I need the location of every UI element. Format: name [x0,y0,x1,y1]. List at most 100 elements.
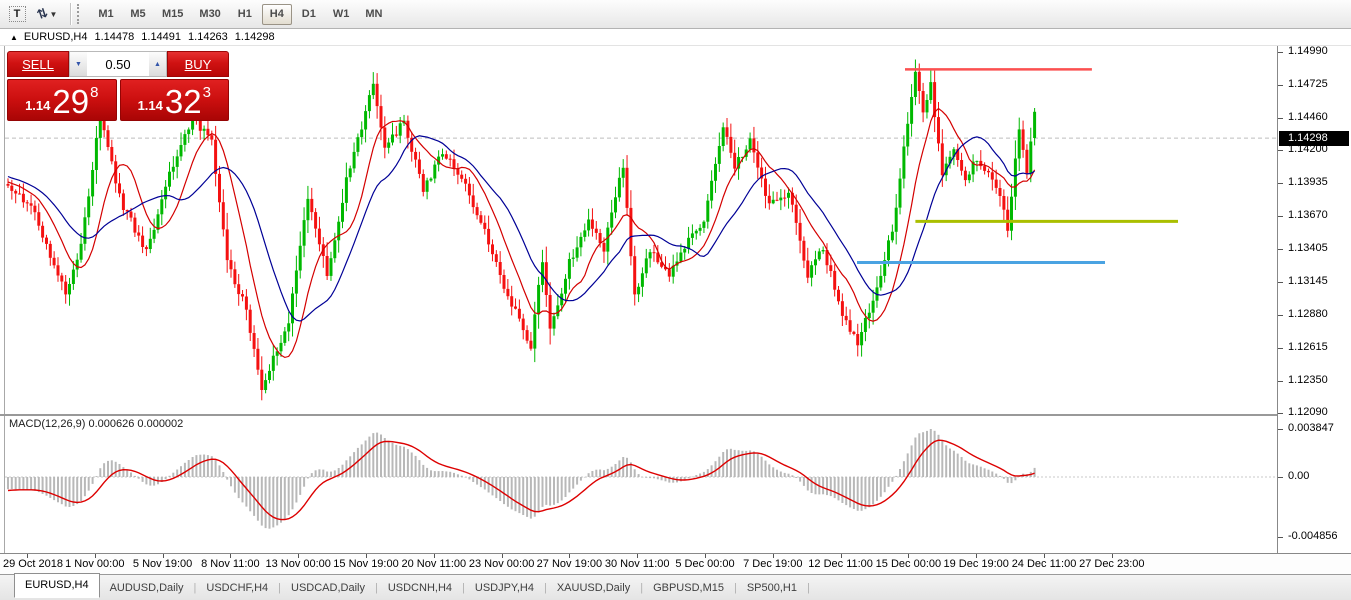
macd-indicator-label: MACD(12,26,9) 0.000626 0.000002 [9,418,184,430]
date-tick-mark [1044,554,1045,558]
pane-splitter[interactable] [0,414,1351,416]
date-tick-label: 15 Dec 00:00 [875,558,942,570]
price-tick-mark [1278,477,1283,478]
date-tick-mark [230,554,232,558]
macd-canvas[interactable]: MACD(12,26,9) 0.000626 0.000002 [5,416,1277,553]
timeframe-button-h1[interactable]: H1 [237,7,252,20]
date-tick-label: 23 Nov 00:00 [468,558,535,570]
text-label-tool-icon[interactable]: T [4,3,30,25]
date-tick-label: 8 Nov 11:00 [201,558,260,570]
price-tick-label: 1.12615 [1288,340,1328,353]
buy-price-prefix: 1.14 [137,98,163,113]
price-tick-label: 1.13935 [1288,176,1328,189]
top-toolbar: T ⇅ ▼ M1 M5 M15 M30 H1 H4 D1 W1 MN [0,0,1351,29]
price-chart-canvas[interactable] [5,46,1277,414]
chart-tab-usdjpy-h4[interactable]: USDJPY,H4 [474,581,534,594]
timeframe-button-m5[interactable]: M5 [130,7,146,20]
tab-separator: | [278,581,281,594]
date-tick-label: 13 Nov 00:00 [265,558,331,570]
arrange-arrows-icon[interactable]: ⇅ ▼ [34,4,58,23]
timeframe-button-d1[interactable]: D1 [301,7,316,20]
chart-tab-usdcnh-h4[interactable]: USDCNH,H4 [387,581,453,594]
timeframe-button-m15[interactable]: M15 [162,7,184,20]
chart-ohlc-header: ▲ EURUSD,H4 1.14478 1.14491 1.14263 1.14… [0,29,1351,46]
sell-button[interactable]: SELL [7,51,69,77]
date-tick-mark [840,554,842,558]
chart-left-border [4,46,5,574]
price-tick-label: 1.13670 [1288,209,1328,222]
chevron-down-icon: ▼ [49,9,58,19]
price-axis[interactable]: 1.14990 1.14725 1.14460 1.14200 1.13935 1.136… [1277,45,1351,553]
ohlc-open: 1.14478 [94,31,135,43]
date-tick-mark [908,554,910,558]
date-tick-mark [501,554,503,558]
date-tick-mark [637,554,639,558]
date-tick-mark [772,554,774,558]
chart-tab-sp500-h1[interactable]: SP500,H1 [746,581,797,594]
price-tick-label: 1.14200 [1288,143,1328,156]
date-tick-label: 5 Dec 00:00 [675,558,735,570]
date-tick-label: 29 Oct 2018 [3,558,63,570]
price-tick-label: 1.14990 [1288,45,1328,57]
volume-increase-button[interactable]: ▲ [149,52,166,76]
sell-price-button[interactable]: 1.14 29 8 [7,79,117,121]
tab-separator: | [462,581,465,594]
chart-symbol-label: EURUSD,H4 [23,31,88,43]
price-tick-label: 1.14460 [1288,111,1328,123]
price-tick-label: -0.004856 [1288,530,1338,543]
date-tick-label: 5 Nov 19:00 [132,558,193,570]
chart-window: ▲ EURUSD,H4 1.14478 1.14491 1.14263 1.14… [0,29,1351,574]
price-tick-mark [1278,314,1283,316]
date-tick-label: 12 Dec 11:00 [808,558,873,570]
toolbar-drag-grip[interactable] [77,4,82,24]
date-tick-mark [705,554,706,558]
date-tick-mark [162,554,164,558]
date-tick-label: 30 Nov 11:00 [604,558,670,570]
price-tick-mark [1278,537,1283,539]
date-tick-label: 7 Dec 19:00 [743,558,803,570]
current-price-tag: 1.14298 [1279,130,1349,146]
price-tick-mark [1278,347,1283,349]
price-tick-mark [1278,413,1283,415]
timeframe-button-mn[interactable]: MN [365,7,383,20]
chart-tab-xauusd-daily[interactable]: XAUUSD,Daily [556,581,631,594]
chart-tab-bar: EURUSD,H4 AUDUSD,Daily | USDCHF,H4 | USDCAD,D… [0,573,1351,600]
timeframe-button-m1[interactable]: M1 [98,7,114,20]
price-tick-mark [1278,281,1283,283]
timeframe-button-m30[interactable]: M30 [199,7,221,20]
price-tick-label: 1.13145 [1288,274,1328,287]
tab-separator: | [733,581,737,594]
date-tick-label: 27 Dec 23:00 [1079,558,1145,570]
date-tick-label: 19 Dec 19:00 [943,558,1009,570]
date-tick-mark [433,554,435,558]
timeframe-button-h4[interactable]: H4 [261,3,292,25]
date-tick-mark [569,554,571,558]
volume-decrease-button[interactable]: ▼ [70,52,87,76]
chart-tab-audusd-daily[interactable]: AUDUSD,Daily [109,581,184,594]
date-tick-label: 20 Nov 11:00 [401,558,467,570]
buy-button[interactable]: BUY [167,51,229,77]
chart-tab-gbpusd-m15[interactable]: GBPUSD,M15 [653,581,724,594]
date-tick-mark [94,554,96,558]
buy-price-button[interactable]: 1.14 32 3 [119,79,229,121]
price-tick-label: 1.13405 [1288,242,1328,255]
price-tick-mark [1278,249,1283,251]
tab-separator: | [640,581,644,594]
sell-price-prefix: 1.14 [25,98,51,113]
timeframe-group: M1 M5 M15 M30 H1 H4 D1 W1 MN [90,3,390,25]
chart-tab-eurusd-h4[interactable]: EURUSD,H4 [14,573,100,598]
price-tick-mark [1278,150,1283,152]
chart-tab-usdchf-h4[interactable]: USDCHF,H4 [206,581,269,594]
timeframe-button-w1[interactable]: W1 [332,7,350,20]
buy-price-sup: 3 [202,84,211,101]
date-tick-mark [1111,554,1113,558]
tab-separator: | [807,581,810,594]
volume-input[interactable] [87,52,149,76]
ohlc-close: 1.14298 [234,31,275,43]
date-tick-mark [298,554,300,558]
date-axis[interactable]: 29 Oct 2018 1 Nov 00:00 5 Nov 19:00 8 Nov 1… [0,553,1351,574]
date-tick-label: 1 Nov 00:00 [65,558,125,570]
price-tick-label: 1.14725 [1288,78,1328,90]
price-tick-label: 0.00 [1288,470,1310,482]
chart-tab-usdcad-daily[interactable]: USDCAD,Daily [291,581,365,594]
